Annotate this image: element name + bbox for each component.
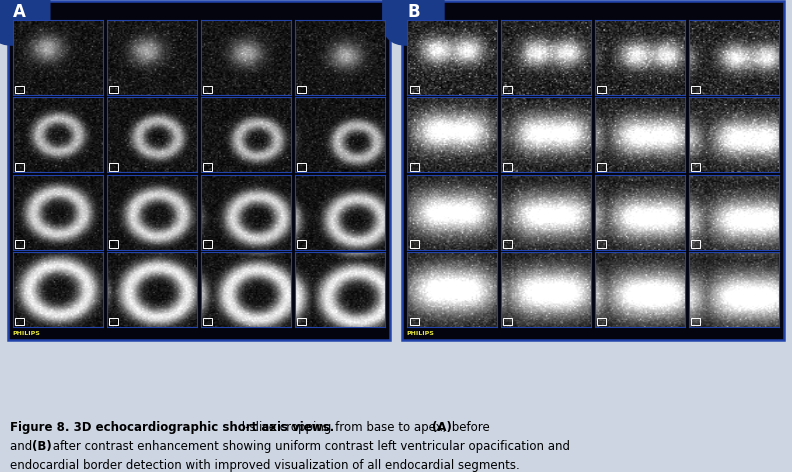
Bar — [297, 318, 306, 325]
Bar — [109, 86, 118, 93]
Bar — [409, 318, 419, 325]
Bar — [297, 240, 306, 248]
Text: Figure 8. 3D echocardiographic short axis views.: Figure 8. 3D echocardiographic short axi… — [10, 421, 334, 434]
Bar — [15, 163, 25, 170]
Bar — [597, 163, 607, 170]
Bar — [597, 240, 607, 248]
Bar — [109, 240, 118, 248]
Text: (A): (A) — [432, 421, 451, 434]
Bar — [15, 240, 25, 248]
Text: PHILIPS: PHILIPS — [406, 331, 434, 336]
Bar — [691, 86, 700, 93]
Bar — [691, 163, 700, 170]
Bar — [409, 86, 419, 93]
Bar — [691, 240, 700, 248]
Text: before: before — [448, 421, 490, 434]
Text: A: A — [13, 3, 25, 21]
Bar — [504, 86, 512, 93]
Bar — [203, 86, 212, 93]
Bar — [597, 318, 607, 325]
Bar — [297, 163, 306, 170]
Bar — [504, 240, 512, 248]
Bar — [691, 318, 700, 325]
Bar — [203, 163, 212, 170]
Text: B: B — [407, 3, 420, 21]
Bar — [409, 240, 419, 248]
Bar — [504, 163, 512, 170]
Bar — [597, 86, 607, 93]
Bar — [297, 86, 306, 93]
Bar — [109, 318, 118, 325]
Text: endocardial border detection with improved visualization of all endocardial segm: endocardial border detection with improv… — [10, 459, 520, 472]
Text: PHILIPS: PHILIPS — [12, 331, 40, 336]
Bar — [504, 318, 512, 325]
Bar — [203, 240, 212, 248]
Text: and: and — [10, 440, 36, 453]
Bar — [15, 86, 25, 93]
FancyBboxPatch shape — [8, 1, 390, 340]
Text: (B): (B) — [32, 440, 51, 453]
Bar — [203, 318, 212, 325]
Text: after contrast enhancement showing uniform contrast left ventricular opacificati: after contrast enhancement showing unifo… — [49, 440, 570, 453]
Bar — [409, 163, 419, 170]
FancyBboxPatch shape — [402, 1, 784, 340]
Bar — [15, 318, 25, 325]
Bar — [109, 163, 118, 170]
Text: l-slice cropping from base to apex,: l-slice cropping from base to apex, — [238, 421, 450, 434]
